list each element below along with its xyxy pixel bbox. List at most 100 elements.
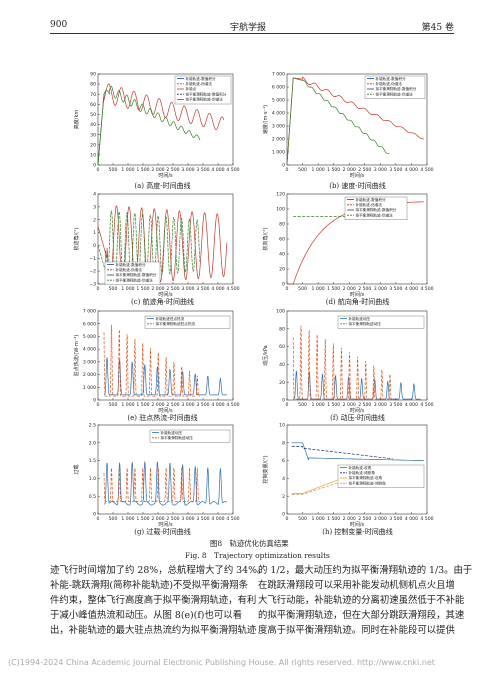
legend-entry: 补能轨迹-倾侧角 — [349, 470, 376, 475]
y-tick-label: 0 — [282, 163, 285, 169]
series-line — [102, 83, 225, 131]
body-line: 在跳跃滑翔段可以采用补能发动机侧机点火且增 — [258, 580, 455, 591]
y-tick-label: 60 — [279, 344, 285, 350]
series-line — [291, 446, 393, 460]
x-tick-label: 500 — [109, 286, 118, 292]
y-tick-label: 20 — [90, 142, 96, 148]
y-tick-label: 80 — [279, 222, 285, 228]
y-axis-label: 航向角/(°) — [262, 227, 269, 250]
x-tick-label: 1 000 — [121, 402, 134, 408]
y-tick-label: 0.5 — [89, 494, 96, 500]
y-tick-label: 3 000 — [272, 124, 285, 130]
y-tick-label: 0 — [93, 512, 96, 518]
x-tick-label: 0 — [97, 167, 100, 173]
y-tick-label: 100 — [276, 309, 285, 315]
x-tick-label: 1 500 — [327, 286, 340, 292]
x-tick-label: 2 500 — [358, 402, 371, 408]
y-tick-label: 30 — [90, 132, 96, 138]
legend-entry: 拟平衡滑翔轨迹-伪谱法 — [356, 212, 394, 217]
x-tick-label: 2 000 — [343, 516, 356, 522]
series-line — [97, 85, 201, 166]
legend-entry: 拟平衡滑翔轨迹-倾侧角 — [349, 480, 387, 485]
chart-b: 0 500 1 000 1 500 2 000 2 500 3 000 3 500 4 000 4… — [262, 72, 434, 179]
body-line: 补能-跳跃滑翔(简称补能轨迹)不受拟平衡滑翔条 — [50, 580, 248, 591]
x-tick-label: 1 500 — [136, 167, 149, 173]
x-axis-label: 时间/s — [158, 291, 173, 298]
x-tick-label: 1 500 — [136, 402, 149, 408]
y-tick-label: 7 000 — [272, 72, 285, 78]
x-tick-label: 1 000 — [312, 402, 325, 408]
x-tick-label: 1 500 — [136, 516, 149, 522]
footer-copyright: (C)1994-2024 China Academic Journal Elec… — [8, 658, 435, 667]
y-tick-label: −3 — [89, 282, 96, 288]
legend-box — [337, 315, 425, 329]
x-tick-label: 0 — [286, 167, 289, 173]
series-line — [104, 357, 227, 396]
y-tick-label: 20 — [279, 380, 285, 386]
legend-box — [344, 196, 408, 220]
y-tick-label: 10 — [90, 152, 96, 158]
x-tick-label: 2 000 — [343, 402, 356, 408]
x-tick-label: 3 000 — [181, 286, 194, 292]
y-tick-label: 10 — [279, 423, 285, 429]
x-tick-label: 2 000 — [151, 286, 164, 292]
x-tick-label: 2 500 — [166, 167, 179, 173]
y-tick-label: −2 — [89, 269, 96, 275]
y-tick-label: 20 — [279, 267, 285, 273]
x-tick-label: 2 000 — [151, 167, 164, 173]
y-tick-label: 0 — [282, 398, 285, 404]
legend-box — [174, 75, 232, 105]
caption-f: (f) 动压-时间曲线 — [330, 414, 385, 422]
legend-box — [144, 315, 231, 329]
x-tick-label: 3 000 — [374, 402, 387, 408]
y-tick-label: 100 — [276, 207, 285, 213]
legend-entry: 补能轨迹-伪谱法 — [186, 81, 213, 86]
x-tick-label: 3 000 — [181, 167, 194, 173]
legend-entry: 拟平衡滑翔轨迹驻点热流 — [156, 321, 196, 326]
x-tick-label: 4 500 — [226, 167, 239, 173]
y-tick-label: 0 — [282, 512, 285, 518]
y-axis-label: 动压/kPa — [262, 345, 269, 365]
volume-label: 第45 卷 — [421, 23, 454, 33]
x-tick-label: 4 500 — [420, 402, 433, 408]
x-tick-label: 3 500 — [389, 402, 402, 408]
legend-entry: 补能轨迹-数值积分 — [116, 262, 146, 267]
x-tick-label: 4 000 — [211, 402, 224, 408]
body-line: 度高于拟平衡滑翔轨迹。同时在补能段可以提供 — [258, 625, 455, 636]
header-rule — [50, 33, 454, 34]
x-axis-label: 时间/s — [158, 407, 173, 414]
legend-entry: 补能轨迹-数值积分 — [356, 197, 386, 202]
x-tick-label: 2 000 — [343, 286, 356, 292]
x-tick-label: 4 500 — [226, 286, 239, 292]
series-line — [103, 467, 200, 502]
legend-box — [337, 464, 425, 488]
legend-entry: 补能轨迹-伪谱法 — [356, 202, 383, 207]
y-tick-label: 2 — [282, 494, 285, 500]
x-tick-label: 0 — [286, 286, 289, 292]
caption-c: (c) 航迹角-时间曲线 — [131, 298, 194, 306]
y-tick-label: 50 — [90, 112, 96, 118]
y-tick-label: 5 000 — [83, 334, 96, 340]
x-tick-label: 1 500 — [327, 516, 340, 522]
x-tick-label: 1 500 — [327, 402, 340, 408]
caption-d: (d) 航向角-时间曲线 — [325, 298, 390, 306]
caption-b: (b) 速度-时间曲线 — [329, 182, 386, 190]
chart-g: 0 500 1 000 1 500 2 000 2 500 3 000 3 500 4 000 4… — [73, 423, 240, 528]
x-tick-label: 2 000 — [343, 167, 356, 173]
y-tick-label: 3 000 — [83, 359, 96, 365]
legend-entry: 补能轨迹驻点热流 — [156, 316, 185, 321]
legend-entry: 拟平衡滑翔轨迹-伪谱法 — [376, 91, 414, 96]
y-tick-label: 6 000 — [83, 321, 96, 327]
x-tick-label: 0 — [97, 516, 100, 522]
y-axis-label: 速度/(m·s⁻¹) — [262, 105, 269, 134]
x-axis-label: 时间/s — [158, 521, 173, 528]
y-tick-label: 7 000 — [83, 309, 96, 315]
legend-entry: 拟平衡滑翔轨迹-攻角 — [349, 475, 383, 480]
x-tick-label: 3 000 — [181, 402, 194, 408]
series-line — [291, 442, 424, 461]
series-line — [292, 325, 393, 400]
legend-entry: 拟平衡滑翔轨迹-数值积分 — [356, 207, 397, 212]
x-tick-label: 3 000 — [374, 286, 387, 292]
y-tick-label: 70 — [90, 92, 96, 98]
x-tick-label: 500 — [109, 402, 118, 408]
